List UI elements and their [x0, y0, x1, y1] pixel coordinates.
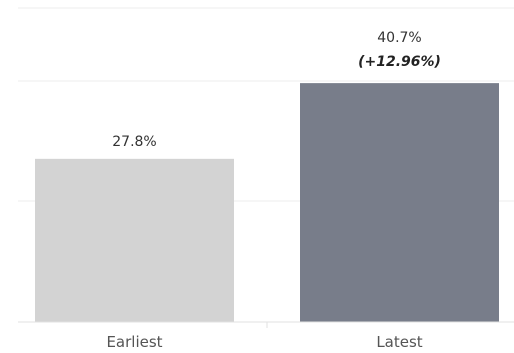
category-label-earliest: Earliest	[106, 333, 162, 351]
change-label-latest: (+12.96%)	[358, 54, 441, 70]
bar-earliest	[35, 158, 234, 322]
category-label-latest: Latest	[376, 333, 422, 351]
data-labels: 27.8% 40.7% (+12.96%)	[112, 30, 441, 150]
bar-latest	[300, 83, 499, 322]
value-label-earliest: 27.8%	[112, 134, 156, 150]
x-axis: Earliest Latest	[18, 321, 514, 351]
value-label-latest: 40.7%	[377, 30, 421, 46]
bars	[35, 83, 499, 322]
